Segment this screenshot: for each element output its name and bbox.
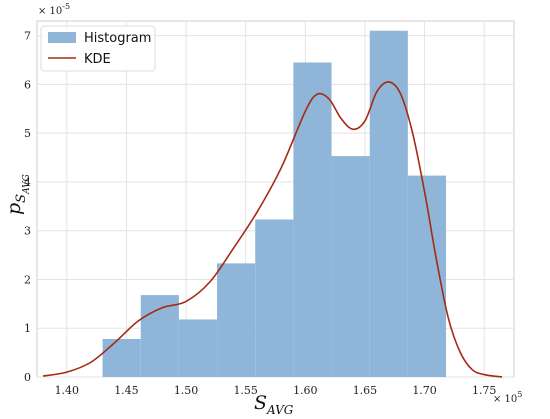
- x-tick-label: 1.75: [472, 384, 497, 397]
- y-tick-label: 2: [24, 273, 31, 286]
- legend-label-histogram: Histogram: [84, 31, 151, 46]
- histogram-bar: [331, 156, 370, 377]
- histogram-bar: [293, 62, 332, 377]
- y-tick-label: 1: [24, 322, 31, 335]
- legend-swatch-histogram: [48, 32, 76, 43]
- y-tick-label: 7: [24, 30, 31, 43]
- y-tick-label: 0: [24, 371, 31, 384]
- y-tick-label: 4: [24, 176, 31, 189]
- y-multiplier: × 10-5: [38, 2, 70, 17]
- histogram-bar: [102, 338, 141, 377]
- x-axis-label: SAVG: [254, 392, 294, 417]
- x-axis-ticks: 1.40 1.45 1.50 1.55 1.60 1.65 1.70 1.75: [55, 384, 497, 397]
- x-tick-label: 1.60: [293, 384, 318, 397]
- histogram-bar: [369, 30, 408, 378]
- x-tick-label: 1.40: [55, 384, 80, 397]
- histogram-bar: [217, 263, 256, 377]
- x-tick-label: 1.65: [353, 384, 378, 397]
- histogram-bar: [255, 219, 294, 377]
- x-tick-label: 1.55: [233, 384, 258, 397]
- x-multiplier: × 105: [493, 390, 522, 405]
- x-tick-label: 1.45: [114, 384, 139, 397]
- x-tick-label: 1.50: [174, 384, 199, 397]
- x-tick-label: 1.70: [412, 384, 437, 397]
- histogram-bar: [178, 319, 218, 377]
- y-tick-label: 5: [24, 127, 31, 140]
- legend-label-kde: KDE: [84, 52, 111, 67]
- y-tick-label: 6: [24, 78, 31, 91]
- histogram-bar: [140, 295, 179, 377]
- y-tick-label: 3: [24, 225, 31, 238]
- y-axis-label: pSAVG: [3, 174, 32, 215]
- y-axis-ticks: 0 1 2 3 4 5 6 7: [24, 30, 31, 384]
- legend: Histogram KDE: [40, 25, 156, 72]
- kde-line: [42, 81, 503, 378]
